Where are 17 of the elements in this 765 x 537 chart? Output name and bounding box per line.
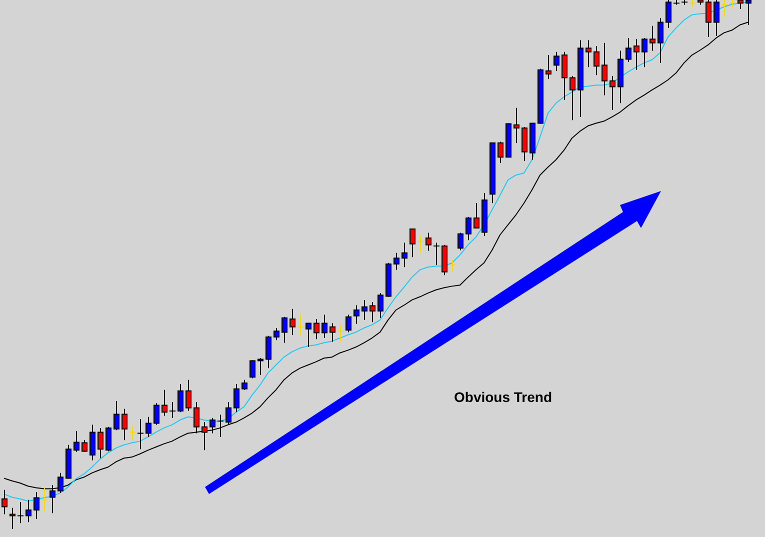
candlestick [417, 235, 424, 254]
candlestick [17, 502, 24, 524]
candlestick [41, 486, 48, 512]
candlestick [297, 314, 304, 336]
candlestick [217, 414, 224, 438]
candlestick [689, 0, 696, 8]
candlestick [137, 418, 144, 450]
candlestick [729, 0, 736, 8]
candlestick [449, 259, 456, 272]
candlestick [721, 0, 728, 18]
candlestick [337, 324, 344, 342]
candlestick [681, 0, 688, 6]
candlestick [129, 425, 136, 441]
candlestick [433, 242, 440, 266]
candlestick [673, 0, 680, 6]
candlestick [169, 402, 176, 418]
annotation: Obvious Trend [454, 388, 552, 405]
